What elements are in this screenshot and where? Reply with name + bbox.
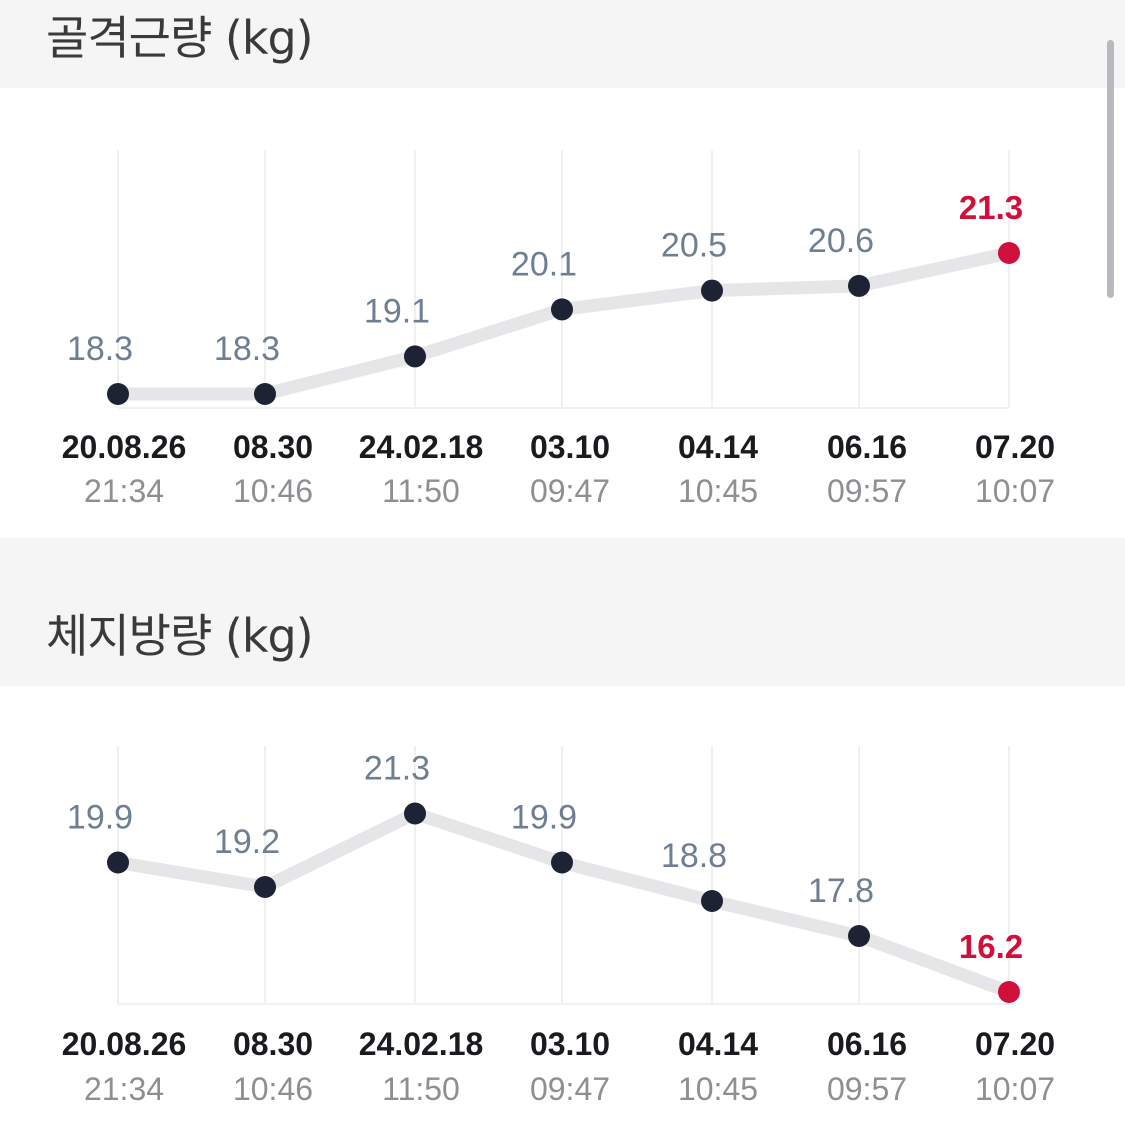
skeletal-muscle-chart: 18.3 18.3 19.1 20.1 20.5 20.6 21.3 20.08.26 21:3… (62, 150, 1055, 509)
value-label: 19.9 (511, 799, 577, 837)
value-label: 19.1 (364, 292, 430, 330)
data-point[interactable] (998, 242, 1020, 264)
value-label: 20.6 (808, 222, 874, 260)
x-tick-time: 10:07 (975, 1071, 1055, 1107)
chart-panel-body-fat: 19.9 19.2 21.3 19.9 18.8 17.8 16.2 20.08.26 21:3… (0, 686, 1125, 1125)
data-point[interactable] (404, 802, 426, 825)
x-tick-date: 24.02.18 (359, 1026, 484, 1062)
data-point[interactable] (701, 279, 723, 302)
x-tick-time: 21:34 (84, 1071, 164, 1107)
section-title: 체지방량 (kg) (46, 609, 314, 663)
x-tick-date: 03.10 (530, 1026, 610, 1062)
x-tick-date: 20.08.26 (62, 429, 187, 465)
section-header-skeletal-muscle: 골격근량 (kg) (0, 0, 1125, 88)
x-tick-date: 07.20 (975, 1026, 1055, 1062)
value-label: 18.3 (67, 330, 133, 368)
value-label: 19.2 (214, 823, 280, 861)
data-point[interactable] (551, 298, 573, 321)
data-point[interactable] (254, 383, 276, 405)
x-tick-date: 03.10 (530, 429, 610, 465)
data-point[interactable] (107, 851, 129, 874)
value-label: 20.1 (511, 245, 577, 283)
x-tick-date: 06.16 (827, 429, 907, 465)
data-point[interactable] (404, 345, 426, 368)
x-tick-time: 10:45 (678, 1071, 758, 1107)
data-point[interactable] (107, 383, 129, 405)
data-point[interactable] (848, 274, 870, 297)
x-tick-time: 10:07 (975, 473, 1055, 509)
x-tick-date: 04.14 (678, 429, 758, 465)
value-label: 20.5 (661, 227, 727, 265)
body-fat-chart: 19.9 19.2 21.3 19.9 18.8 17.8 16.2 20.08.26 21:3… (62, 746, 1055, 1107)
x-tick-date: 07.20 (975, 429, 1055, 465)
data-point[interactable] (701, 890, 723, 912)
section-title: 골격근량 (kg) (46, 11, 314, 65)
data-point[interactable] (551, 851, 573, 874)
x-tick-time: 09:47 (530, 473, 610, 509)
x-tick-date: 08.30 (233, 1026, 313, 1062)
value-label: 16.2 (959, 928, 1023, 965)
x-tick-date: 24.02.18 (359, 429, 484, 465)
data-point[interactable] (254, 876, 276, 898)
scrollbar[interactable] (1107, 40, 1114, 298)
x-tick-time: 09:57 (827, 473, 907, 509)
x-tick-time: 10:45 (678, 473, 758, 509)
x-tick-time: 09:47 (530, 1071, 610, 1107)
chart-panel-skeletal-muscle: 18.3 18.3 19.1 20.1 20.5 20.6 21.3 20.08.26 21:3… (0, 88, 1125, 538)
data-point[interactable] (998, 981, 1020, 1003)
x-tick-date: 06.16 (827, 1026, 907, 1062)
value-label: 18.3 (214, 330, 280, 368)
data-point[interactable] (848, 925, 870, 947)
value-label: 18.8 (661, 837, 727, 875)
x-tick-time: 21:34 (84, 473, 164, 509)
x-tick-time: 11:50 (382, 473, 460, 509)
value-label: 19.9 (67, 799, 133, 837)
x-tick-date: 20.08.26 (62, 1026, 187, 1062)
x-tick-time: 11:50 (382, 1071, 460, 1107)
x-tick-date: 04.14 (678, 1026, 758, 1062)
value-label: 21.3 (959, 189, 1023, 226)
section-header-body-fat: 체지방량 (kg) (0, 538, 1125, 686)
value-label: 17.8 (808, 872, 874, 910)
x-tick-time: 10:46 (233, 473, 313, 509)
x-tick-time: 09:57 (827, 1071, 907, 1107)
x-tick-date: 08.30 (233, 429, 313, 465)
value-label: 21.3 (364, 750, 430, 788)
x-tick-time: 10:46 (233, 1071, 313, 1107)
